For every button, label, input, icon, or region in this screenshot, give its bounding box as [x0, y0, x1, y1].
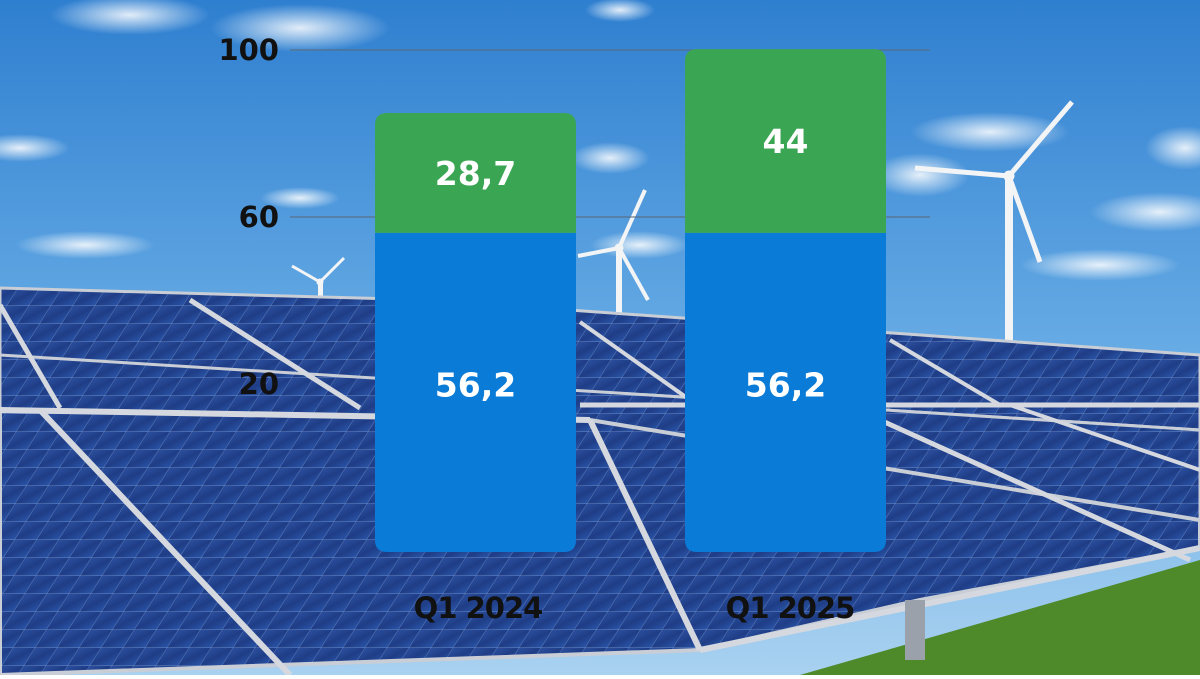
data-label: 56,2 — [745, 365, 826, 404]
wind-turbine-icon — [577, 189, 650, 323]
y-axis-ticks: 20 60 100 — [218, 33, 279, 401]
x-tick-label: Q1 2025 — [726, 591, 855, 625]
x-axis-labels: Q1 2024 Q1 2025 — [414, 591, 856, 625]
value-labels: 56,2 28,7 56,2 44 — [435, 122, 826, 404]
data-label: 44 — [763, 122, 809, 161]
data-label: 28,7 — [435, 154, 516, 193]
data-label: 56,2 — [435, 365, 516, 404]
clouds — [0, 0, 1200, 281]
wind-turbine-icon — [914, 100, 1074, 346]
y-tick-label: 100 — [218, 33, 279, 67]
bar-segment — [685, 49, 886, 233]
solar-panel-icon — [0, 286, 1200, 678]
bar-segment — [375, 113, 576, 233]
bars — [375, 49, 886, 553]
y-tick-label: 20 — [239, 367, 279, 401]
bar-segment — [685, 232, 886, 553]
bar-segment — [375, 232, 576, 553]
y-tick-label: 60 — [239, 200, 279, 234]
x-tick-label: Q1 2024 — [414, 591, 543, 625]
